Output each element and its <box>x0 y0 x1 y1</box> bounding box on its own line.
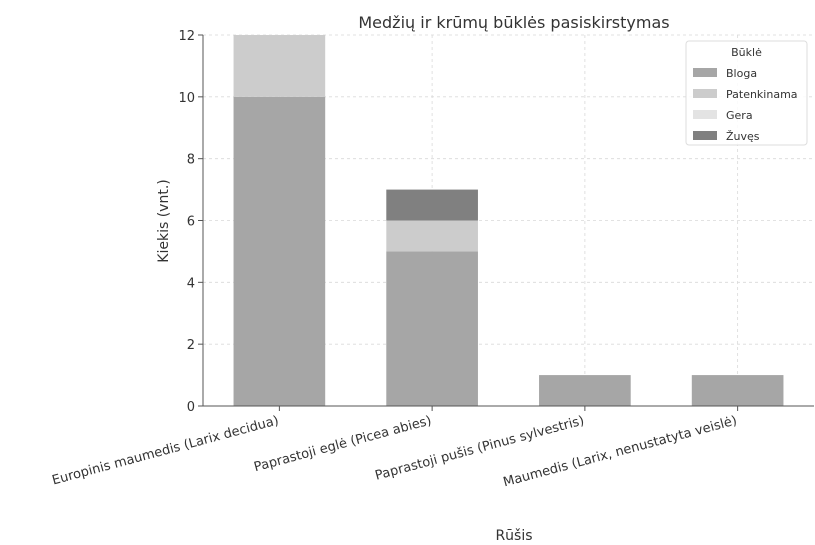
y-tick-label: 4 <box>187 276 195 291</box>
bar-segment <box>539 375 631 406</box>
legend-swatch <box>693 89 717 98</box>
y-tick-label: 8 <box>187 153 195 168</box>
bar-segment <box>386 220 478 252</box>
y-tick-label: 6 <box>187 215 195 230</box>
x-axis-title: Rūšis <box>495 528 532 544</box>
bar-segment <box>233 96 326 406</box>
legend-title: Būklė <box>731 46 762 59</box>
legend: Būklė Bloga Patenkinama Gera Žuvęs <box>685 40 808 146</box>
y-tick-label: 0 <box>187 400 195 415</box>
bars <box>233 35 784 406</box>
y-axis-title: Kiekis (vnt.) <box>156 179 172 262</box>
y-tick-label: 12 <box>178 29 195 44</box>
bar-segment <box>691 375 784 406</box>
legend-label: Patenkinama <box>726 88 798 101</box>
bar-segment <box>386 251 478 406</box>
legend-label: Bloga <box>726 67 757 80</box>
legend-label: Žuvęs <box>726 130 760 143</box>
x-tick-label: Europinis maumedis (Larix decidua) <box>51 413 281 488</box>
legend-swatch <box>693 110 717 119</box>
chart-title: Medžių ir krūmų būklės pasiskirstymas <box>358 13 669 32</box>
y-tick-label: 10 <box>178 91 195 106</box>
bar-segment <box>386 189 478 221</box>
legend-swatch <box>693 131 717 140</box>
legend-label: Gera <box>726 109 753 122</box>
bar-segment <box>233 35 326 97</box>
legend-swatch <box>693 68 717 77</box>
y-tick-label: 2 <box>187 338 195 353</box>
